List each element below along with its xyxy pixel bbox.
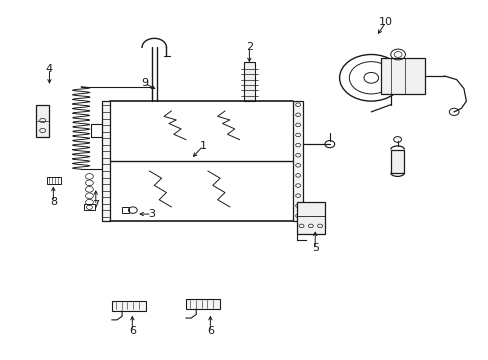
Bar <box>122 207 129 213</box>
Bar <box>296 202 325 234</box>
Text: 7: 7 <box>92 200 99 210</box>
Text: 4: 4 <box>46 64 53 74</box>
Text: 6: 6 <box>206 326 213 336</box>
Text: 9: 9 <box>141 78 148 88</box>
Text: 1: 1 <box>199 141 206 151</box>
Bar <box>293 101 303 221</box>
Bar <box>380 58 424 94</box>
Bar <box>47 177 61 184</box>
Text: 5: 5 <box>311 243 318 253</box>
Bar <box>185 299 220 309</box>
Text: 2: 2 <box>245 42 252 52</box>
Text: 10: 10 <box>378 17 392 27</box>
Bar <box>243 62 255 101</box>
Bar <box>390 149 404 173</box>
Bar <box>102 101 110 221</box>
Bar <box>112 301 146 311</box>
Text: 8: 8 <box>50 197 57 207</box>
Text: 3: 3 <box>148 209 155 219</box>
Text: 6: 6 <box>128 326 136 336</box>
Bar <box>83 204 95 211</box>
Bar <box>36 105 49 137</box>
